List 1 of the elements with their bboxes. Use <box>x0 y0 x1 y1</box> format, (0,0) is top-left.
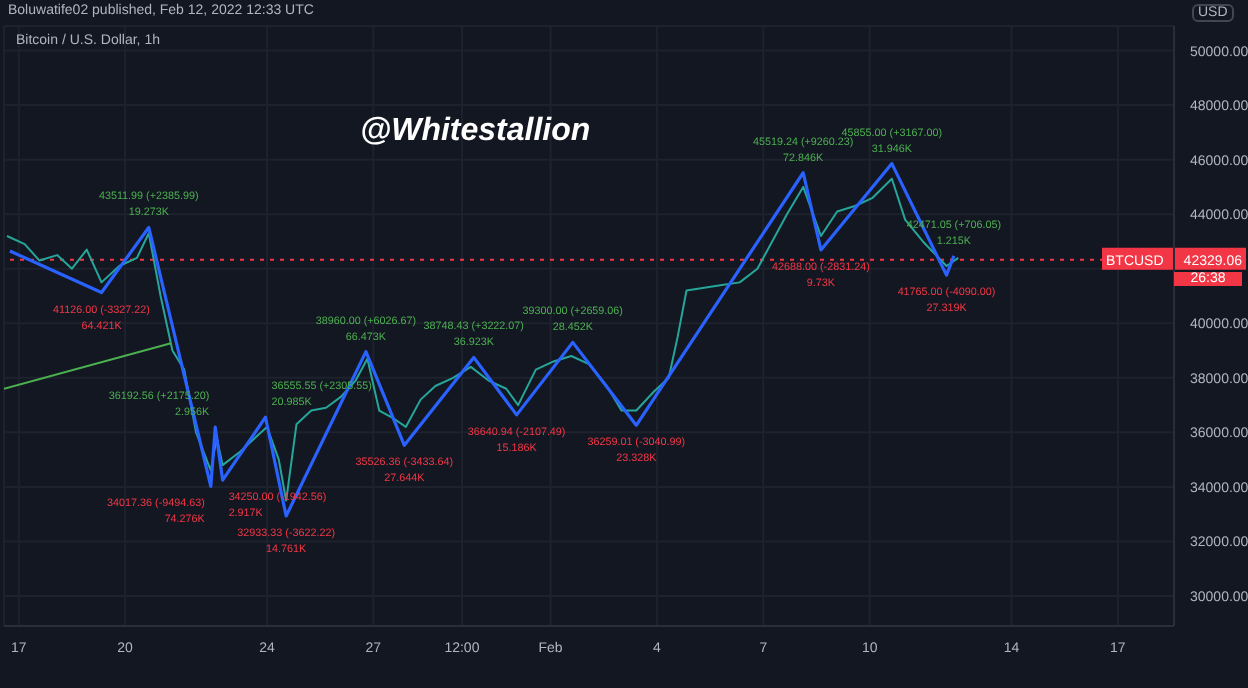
annotation: @Whitestallion <box>360 114 591 150</box>
